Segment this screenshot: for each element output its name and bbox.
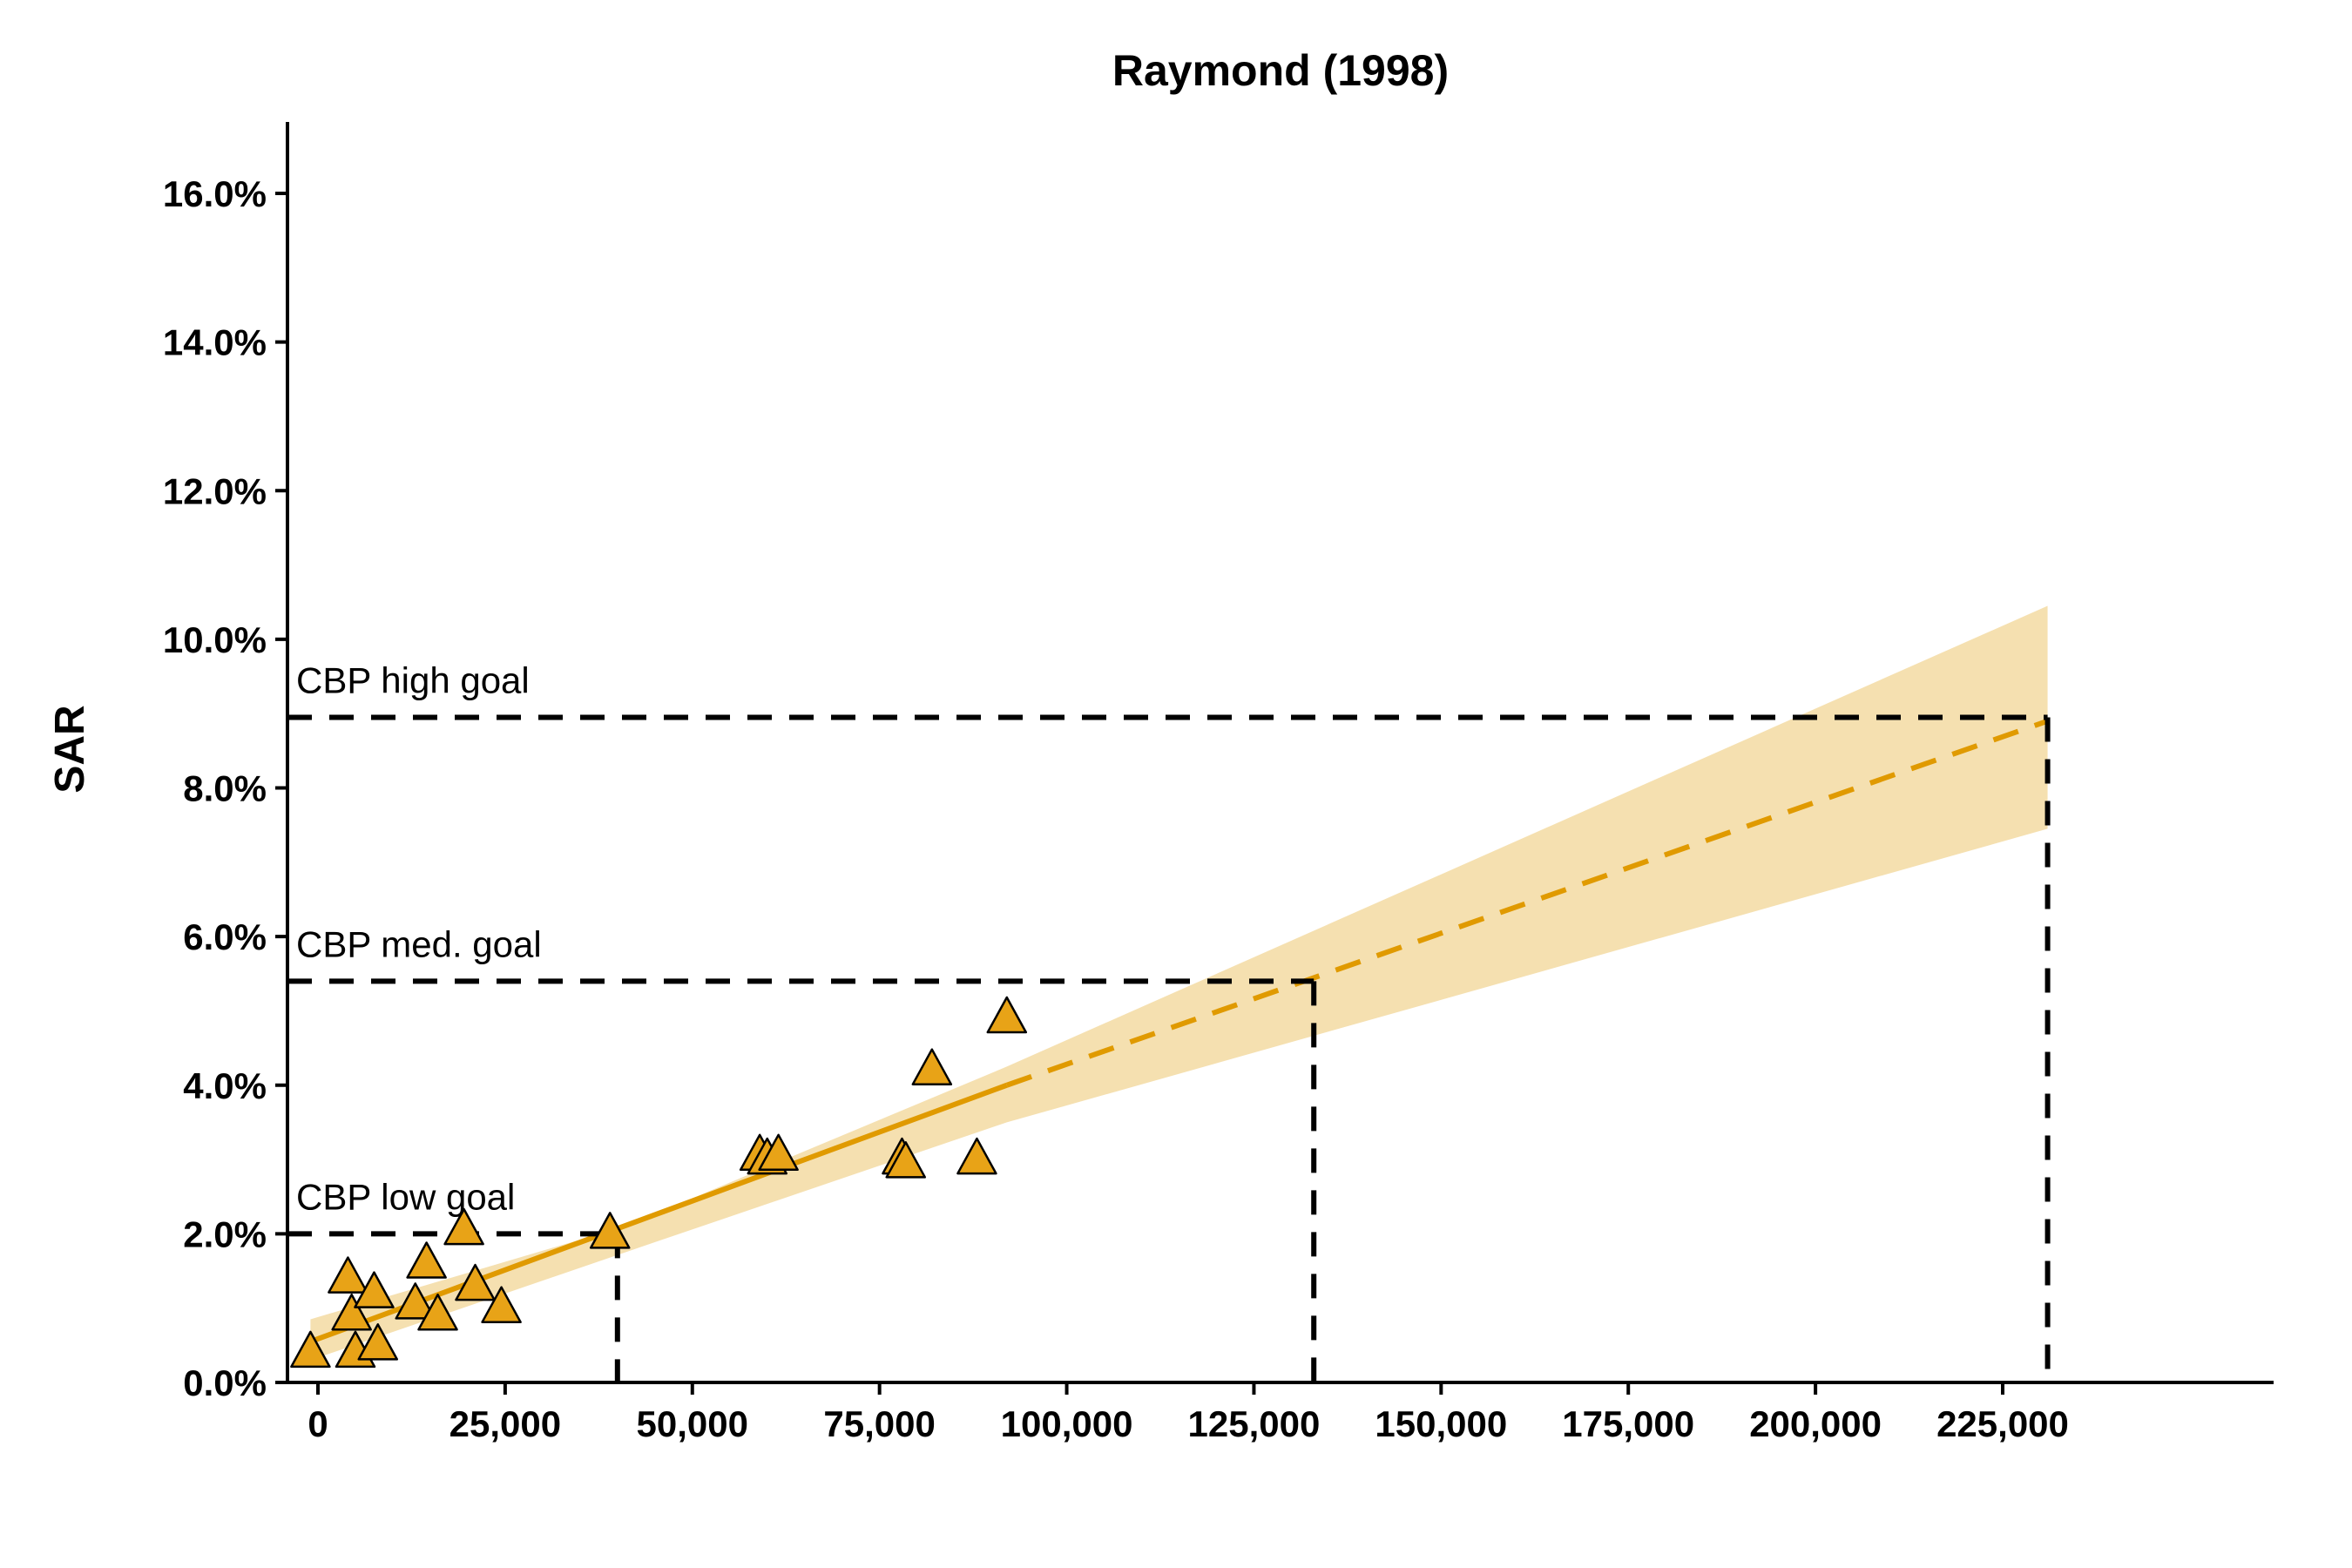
y-tick-label: 6.0% (183, 916, 267, 957)
x-tick-label: 225,000 (1936, 1403, 2069, 1444)
data-point (406, 1241, 447, 1279)
chart-title: Raymond (1998) (1112, 46, 1449, 95)
x-tick-label: 25,000 (449, 1403, 561, 1444)
data-point (911, 1048, 953, 1085)
goal-lines-layer (287, 714, 2051, 1382)
data-point (589, 1212, 631, 1249)
data-point (417, 1293, 458, 1331)
data-point (443, 1207, 484, 1246)
data-point (331, 1293, 372, 1331)
data-points-layer (290, 996, 1028, 1369)
data-point (758, 1133, 799, 1172)
axes-layer (286, 122, 2274, 1384)
goal-label: CBP low goal (296, 1176, 515, 1217)
y-tick-label: 14.0% (163, 322, 267, 363)
y-axis-label: SAR (47, 705, 93, 793)
fit-line-solid (309, 1082, 1008, 1344)
x-tick-label: 200,000 (1749, 1403, 1882, 1444)
data-point (986, 996, 1028, 1034)
x-tick-label: 50,000 (637, 1403, 748, 1444)
data-point (328, 1256, 368, 1294)
data-point (455, 1263, 496, 1301)
y-ticks-layer: 0.0% 2.0% 4.0% 6.0% 8.0% 10.0% 12.0% 14.0% 16.0% (163, 173, 287, 1403)
y-tick-label: 4.0% (183, 1065, 267, 1106)
y-tick-label: 16.0% (163, 173, 267, 214)
y-tick-label: 12.0% (163, 470, 267, 511)
data-point (290, 1330, 331, 1369)
data-point (956, 1137, 997, 1175)
goal-labels-layer: CBP low goal CBP med. goal CBP high goal (296, 659, 542, 1217)
data-point (357, 1323, 399, 1361)
x-tick-label: 125,000 (1188, 1403, 1321, 1444)
data-point (481, 1286, 522, 1323)
goal-label: CBP high goal (296, 659, 530, 700)
x-tick-label: 100,000 (1001, 1403, 1133, 1444)
x-tick-label: 150,000 (1375, 1403, 1507, 1444)
x-ticks-layer: 0 25,000 50,000 75,000 100,000 125,000 150,000… (308, 1382, 2069, 1444)
goal-label: CBP med. goal (296, 923, 542, 964)
x-tick-label: 0 (308, 1403, 328, 1444)
x-tick-label: 175,000 (1562, 1403, 1694, 1444)
y-tick-label: 10.0% (163, 619, 267, 660)
y-tick-label: 8.0% (183, 768, 267, 809)
y-tick-label: 2.0% (183, 1213, 267, 1254)
x-tick-label: 75,000 (823, 1403, 935, 1444)
data-point (354, 1271, 395, 1308)
fit-line-dashed (1005, 718, 2049, 1088)
y-tick-label: 0.0% (183, 1362, 267, 1403)
data-point (885, 1141, 927, 1179)
data-point (395, 1282, 436, 1320)
fit-line-layer (309, 718, 2049, 1344)
